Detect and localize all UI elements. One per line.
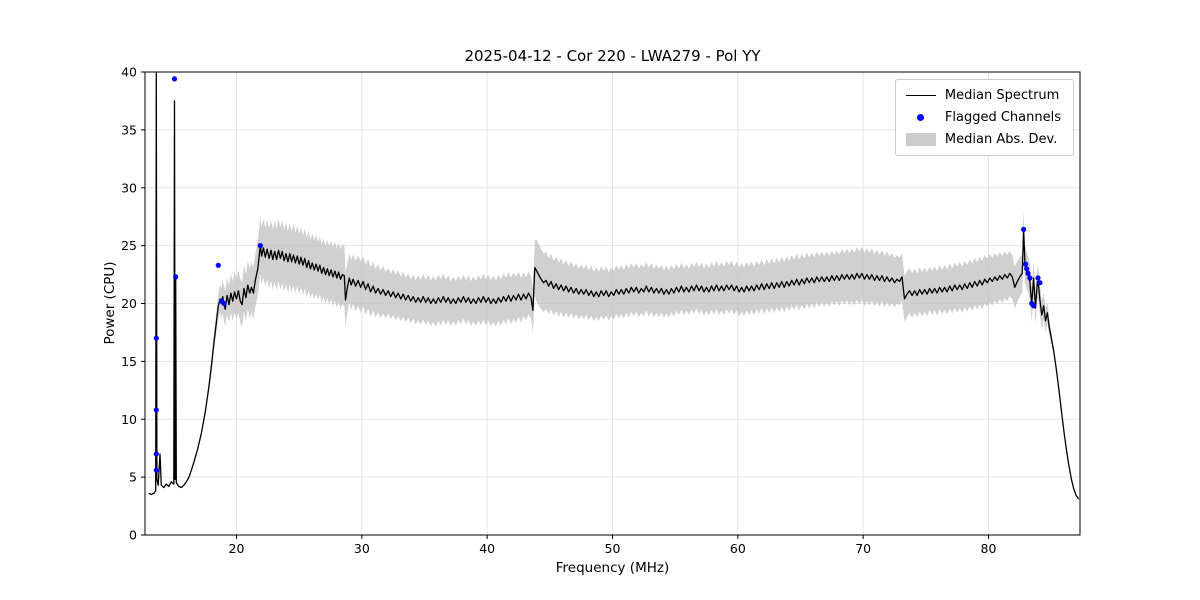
y-tick-label: 25: [121, 238, 137, 253]
x-tick-label: 80: [981, 541, 997, 556]
legend-entry-median-abs-dev: Median Abs. Dev.: [905, 132, 1061, 147]
x-tick-label: 50: [605, 541, 621, 556]
legend-dot-swatch: [917, 114, 925, 121]
flagged-channel-dot: [173, 274, 179, 280]
y-tick-label: 5: [129, 470, 137, 485]
flagged-channel-dot: [221, 300, 227, 307]
flagged-channel-dot: [1024, 266, 1030, 272]
y-tick-label: 15: [121, 354, 137, 369]
flagged-channel-dot: [153, 407, 159, 413]
flagged-channel-dot: [1035, 275, 1041, 281]
flagged-channel-dot: [215, 262, 221, 268]
legend-swatch-wrap: [906, 110, 936, 125]
x-tick-label: 20: [229, 541, 245, 556]
x-tick-label: 40: [479, 541, 495, 556]
flagged-channel-dot: [1037, 280, 1043, 286]
legend-entry-median-spectrum: Median Spectrum: [905, 88, 1061, 103]
flagged-channel-dot: [1025, 270, 1031, 276]
legend-patch-swatch: [905, 133, 936, 146]
y-tick-label: 30: [121, 180, 137, 195]
median-spectrum-line: [148, 71, 1080, 500]
y-tick-label: 20: [121, 296, 137, 311]
legend-label-flagged-channels: Flagged Channels: [944, 110, 1061, 125]
legend-entry-flagged-channels: Flagged Channels: [906, 110, 1061, 125]
flagged-channel-dot: [153, 467, 159, 473]
flagged-channel-dot: [171, 76, 178, 82]
flagged-channel-dot: [1021, 226, 1027, 232]
flagged-channel-dot: [153, 451, 159, 457]
legend-swatch-wrap: [905, 132, 936, 147]
y-tick-label: 40: [121, 65, 137, 80]
chart-title: 2025-04-12 - Cor 220 - LWA279 - Pol YY: [464, 47, 761, 65]
legend-swatch-wrap: [905, 88, 936, 103]
y-tick-label: 0: [129, 528, 137, 543]
x-axis-label: Frequency (MHz): [555, 560, 670, 576]
legend-label-median-spectrum: Median Spectrum: [944, 88, 1060, 103]
flagged-channel-dot: [257, 243, 263, 249]
flagged-channel-dot: [1022, 261, 1029, 267]
legend: Median Spectrum Flagged Channels Median …: [894, 79, 1074, 156]
flagged-channel-dot: [1027, 275, 1033, 281]
x-tick-label: 70: [855, 541, 871, 556]
x-tick-label: 30: [354, 541, 370, 556]
flagged-channel-dot: [153, 335, 159, 341]
legend-label-median-abs-dev: Median Abs. Dev.: [944, 132, 1058, 147]
mad-band: [197, 210, 1054, 451]
flagged-channel-dot: [1031, 303, 1037, 309]
x-tick-label: 60: [730, 541, 746, 556]
legend-line-swatch: [905, 95, 936, 96]
y-tick-label: 35: [121, 122, 137, 137]
y-tick-label: 10: [121, 412, 137, 427]
